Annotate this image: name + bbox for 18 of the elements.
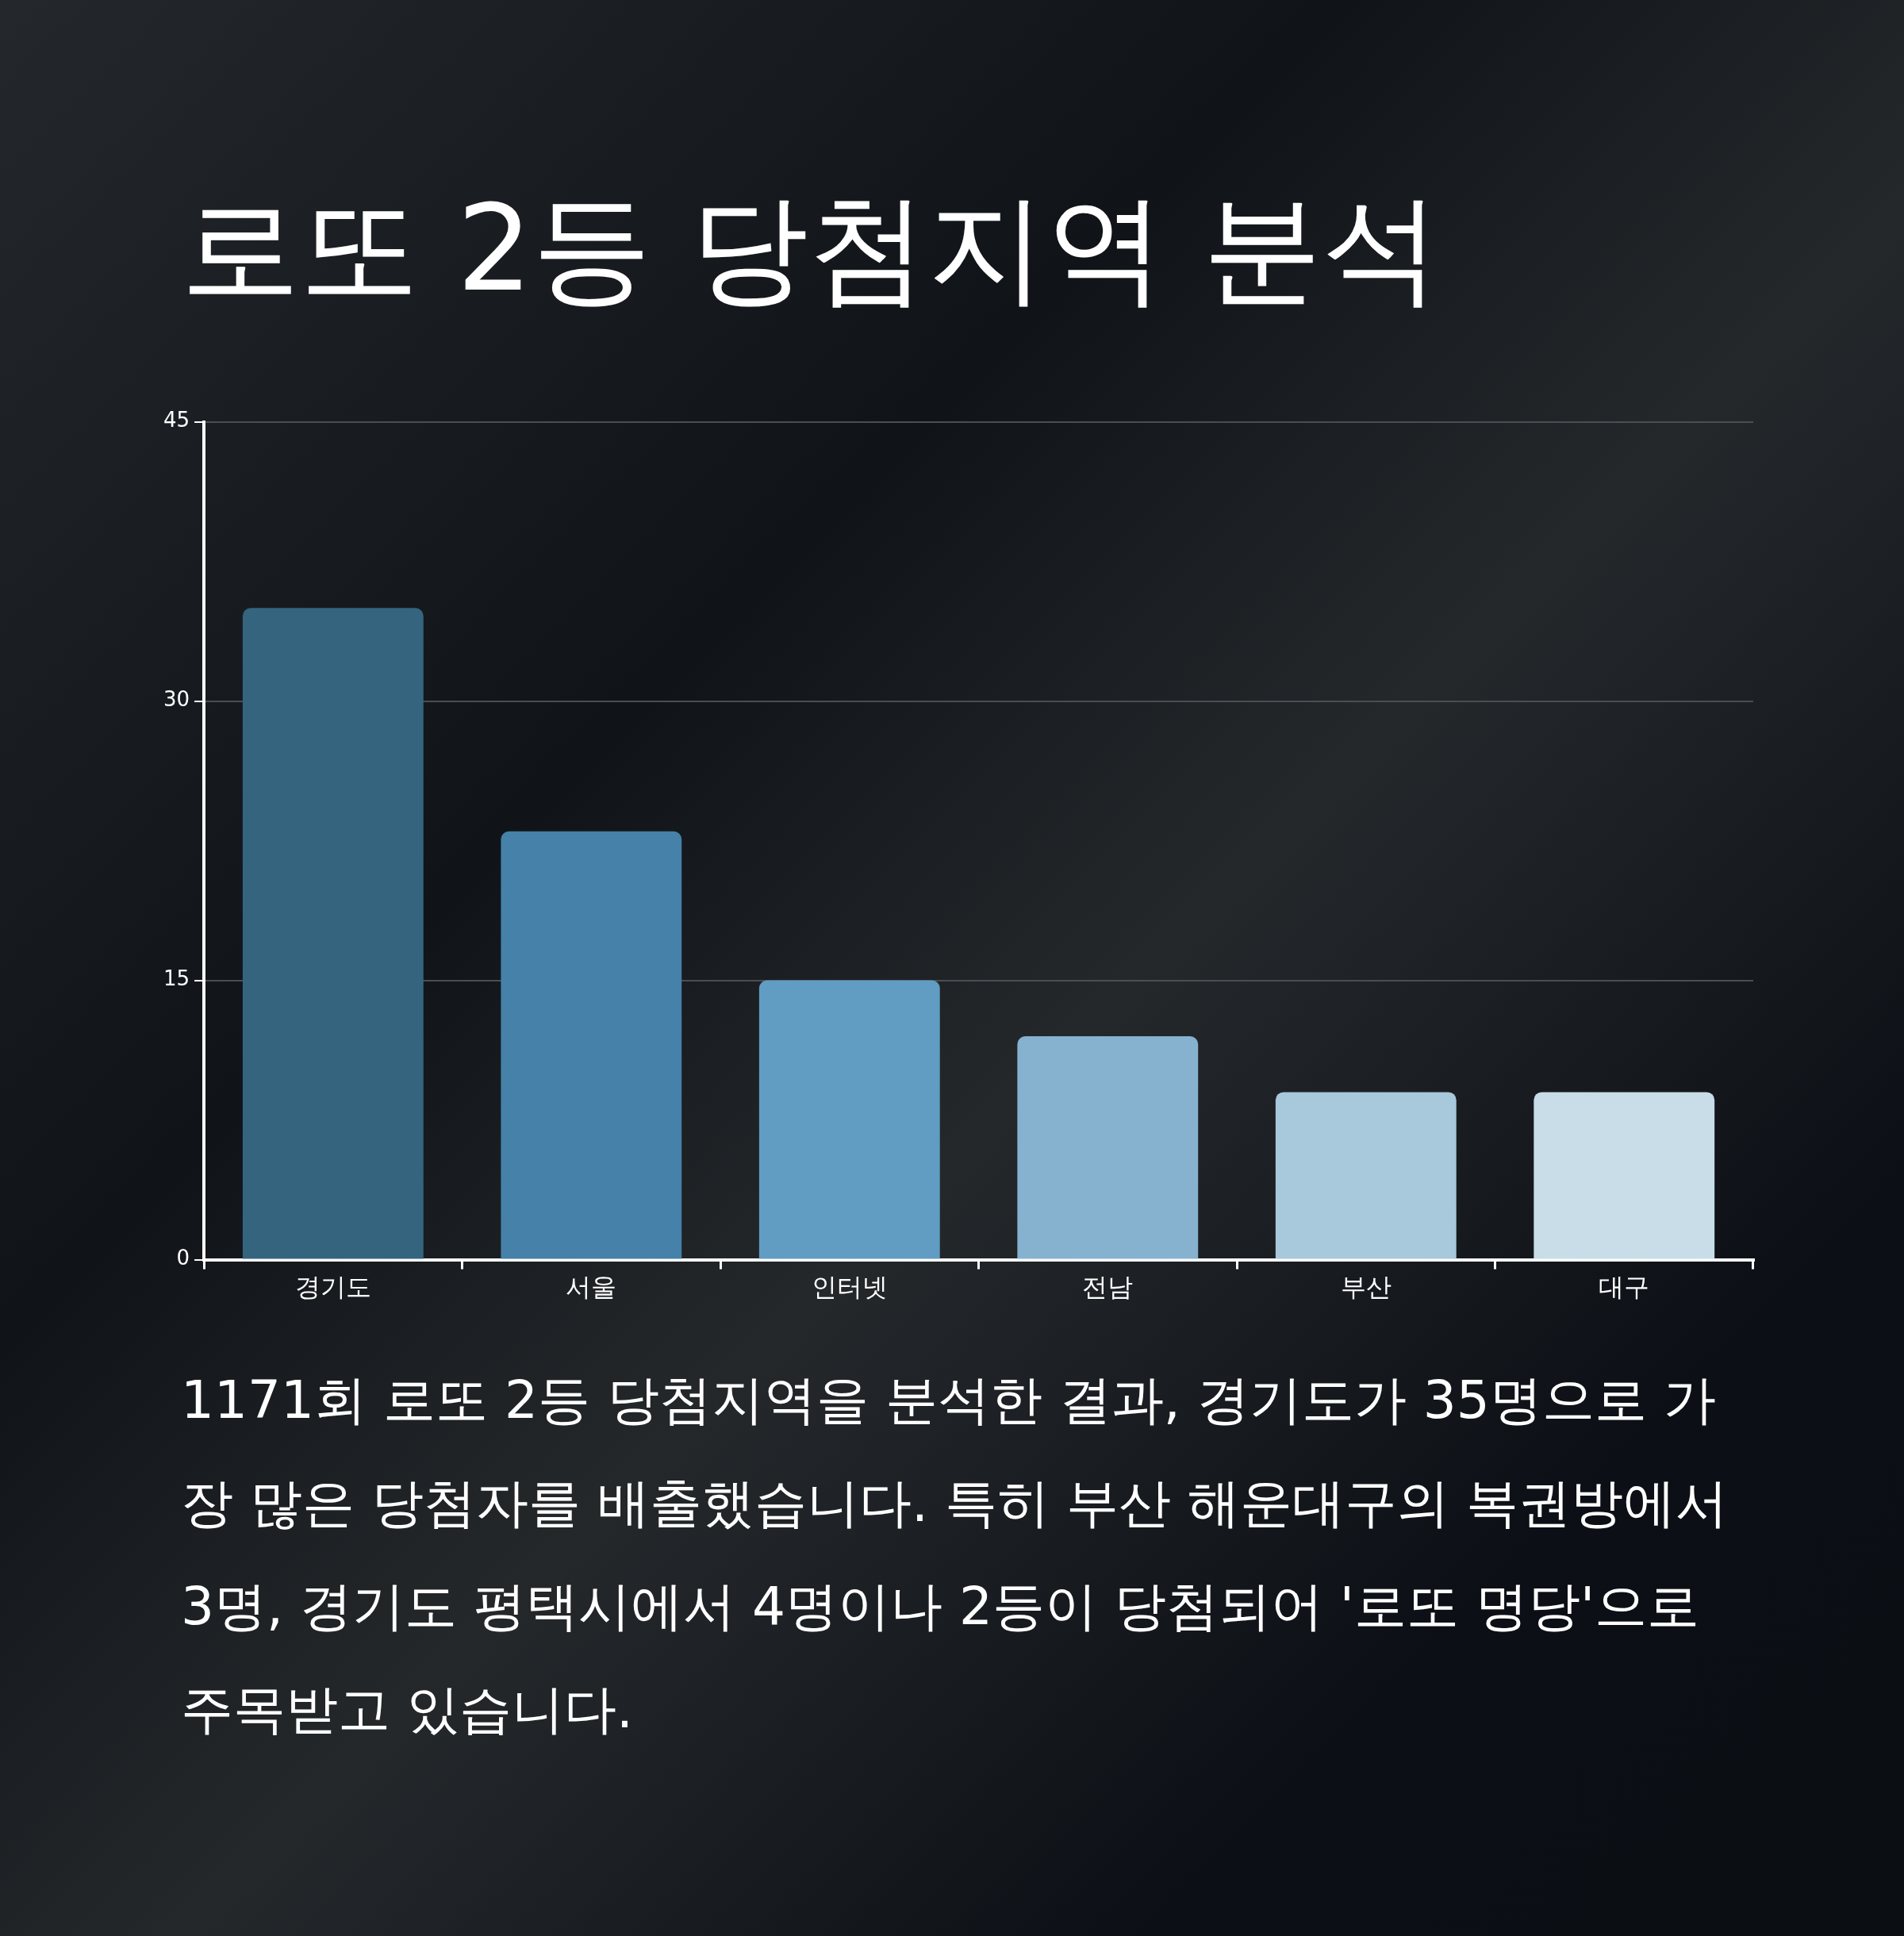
y-tick-label: 15 [163, 966, 190, 991]
y-tick-label: 45 [163, 408, 190, 432]
chart-title: 로또 2등 당첨지역 분석 [181, 179, 1441, 319]
text: 1171회 로또 2등 당첨지역을 분석한 결과, 경기도가 35명으로 가장 많은 당첨자를 배출했습니다. 특히 부산 해운대구의 복권방에서 3명, 경기도 평택시에서 4명이나 2등이 당첨되어 '로또 명당'으로 주목받고 있습니다. [181, 1369, 1729, 1742]
x-tick-label: 대구 [1599, 1272, 1650, 1303]
x-tick-label: 전남 [1082, 1272, 1134, 1303]
bar [1534, 1092, 1715, 1259]
y-tick-label: 30 [163, 687, 190, 712]
bar [1017, 1036, 1199, 1259]
bar [242, 608, 424, 1259]
bar [501, 831, 682, 1259]
x-tick-label: 인터넷 [811, 1272, 888, 1303]
bar [758, 980, 940, 1259]
x-tick-label: 서울 [566, 1272, 617, 1303]
bar [1275, 1092, 1457, 1259]
x-tick-label: 경기도 [294, 1272, 371, 1303]
x-tick-label: 부산 [1340, 1272, 1392, 1303]
y-tick-label: 0 [176, 1246, 190, 1270]
